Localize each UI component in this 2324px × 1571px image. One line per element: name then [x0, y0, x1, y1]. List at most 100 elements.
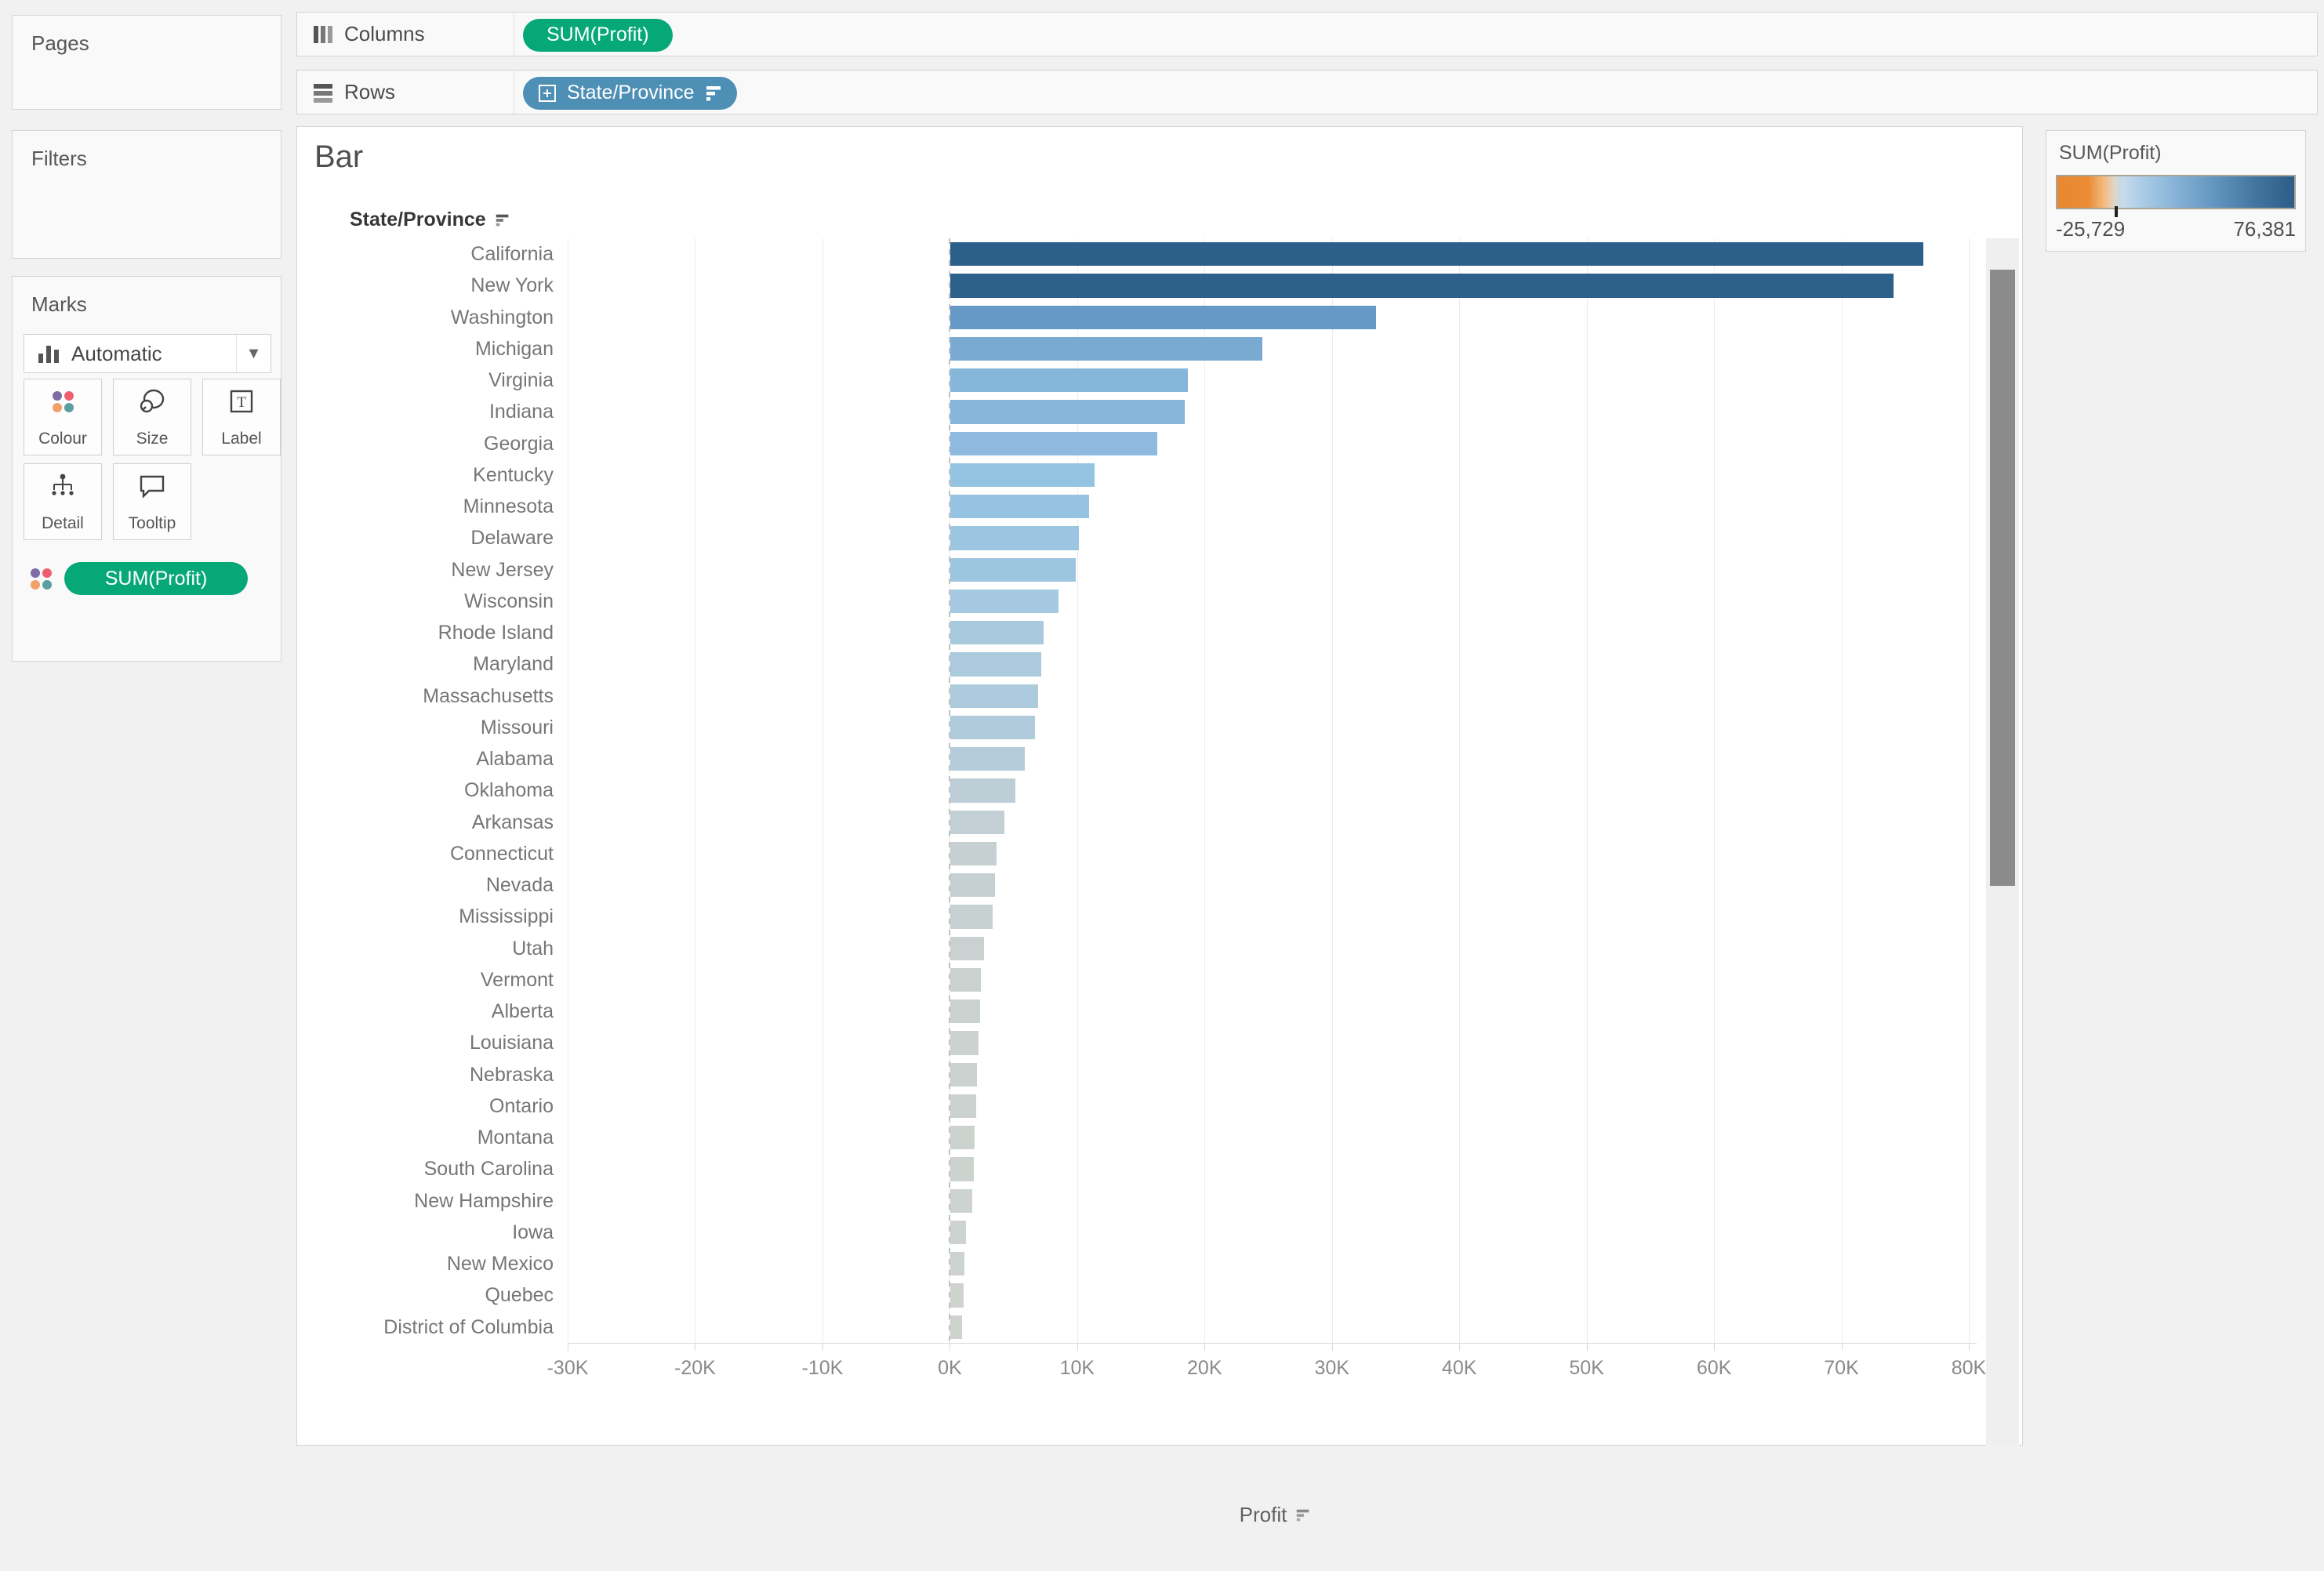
bar-alabama[interactable] [950, 747, 1025, 771]
bar-wisconsin[interactable] [950, 589, 1059, 614]
color-legend[interactable]: SUM(Profit) -25,729 76,381 [2046, 130, 2306, 252]
row-label-district-of-columbia[interactable]: District of Columbia [383, 1315, 554, 1338]
gridline [1586, 238, 1588, 1343]
axis-tick [1204, 1343, 1206, 1351]
gridline [1969, 238, 1970, 1343]
row-label-nevada[interactable]: Nevada [485, 874, 554, 897]
row-label-michigan[interactable]: Michigan [474, 337, 554, 360]
row-label-delaware[interactable]: Delaware [470, 527, 554, 550]
bar-louisiana[interactable] [950, 1031, 979, 1055]
bar-district-of-columbia[interactable] [950, 1315, 962, 1339]
vertical-scrollbar[interactable] [1986, 238, 2019, 1446]
row-label-virginia[interactable]: Virginia [488, 369, 554, 392]
chevron-down-icon[interactable]: ▼ [236, 335, 271, 372]
bar-nevada[interactable] [950, 873, 996, 898]
bar-iowa[interactable] [950, 1220, 966, 1245]
row-label-missouri[interactable]: Missouri [480, 716, 554, 738]
bar-montana[interactable] [950, 1126, 975, 1150]
row-label-oklahoma[interactable]: Oklahoma [464, 779, 554, 802]
row-label-kentucky[interactable]: Kentucky [473, 463, 554, 486]
bar-maryland[interactable] [950, 652, 1041, 677]
axis-title[interactable]: Profit [1189, 1503, 1362, 1527]
bar-vermont[interactable] [950, 967, 982, 992]
expand-hierarchy-icon[interactable] [537, 83, 557, 103]
row-label-alabama[interactable]: Alabama [476, 748, 554, 771]
bar-new-hampshire[interactable] [950, 1188, 972, 1213]
rows-pill[interactable]: State/Province [523, 76, 737, 110]
row-label-rhode-island[interactable]: Rhode Island [438, 622, 554, 644]
rows-shelf[interactable]: Rows State/Province [296, 70, 2318, 115]
row-label-new-york[interactable]: New York [470, 274, 554, 297]
row-label-alberta[interactable]: Alberta [491, 1000, 554, 1023]
row-label-iowa[interactable]: Iowa [512, 1221, 554, 1243]
bar-new-york[interactable] [950, 274, 1894, 298]
row-label-california[interactable]: California [470, 243, 554, 265]
row-label-massachusetts[interactable]: Massachusetts [423, 684, 554, 707]
row-label-nebraska[interactable]: Nebraska [470, 1063, 554, 1086]
bar-indiana[interactable] [950, 400, 1186, 424]
row-label-wisconsin[interactable]: Wisconsin [464, 590, 554, 612]
bar-alberta[interactable] [950, 1000, 980, 1024]
row-label-connecticut[interactable]: Connecticut [449, 842, 554, 865]
bar-utah[interactable] [950, 936, 984, 960]
size-button[interactable]: Size [113, 379, 191, 455]
bar-connecticut[interactable] [950, 841, 997, 866]
bar-arkansas[interactable] [950, 810, 1004, 834]
row-label-new-hampshire[interactable]: New Hampshire [414, 1189, 554, 1212]
filters-shelf[interactable]: Filters [12, 130, 281, 259]
x-tick-label: 60K [1696, 1357, 1732, 1379]
row-label-maryland[interactable]: Maryland [473, 653, 554, 676]
bar-california[interactable] [950, 242, 1924, 267]
sort-descending-icon[interactable] [494, 212, 511, 229]
bar-delaware[interactable] [950, 526, 1080, 550]
vertical-scrollbar-thumb[interactable] [1990, 270, 2015, 886]
bar-washington[interactable] [950, 305, 1376, 329]
bar-nebraska[interactable] [950, 1062, 978, 1087]
bar-south-carolina[interactable] [950, 1157, 974, 1181]
row-label-indiana[interactable]: Indiana [488, 401, 554, 423]
bar-virginia[interactable] [950, 368, 1188, 393]
bar-oklahoma[interactable] [950, 778, 1016, 803]
bar-mississippi[interactable] [950, 905, 993, 929]
row-label-ontario[interactable]: Ontario [489, 1094, 554, 1117]
row-field-header[interactable]: State/Province [350, 209, 511, 231]
bar-michigan[interactable] [950, 336, 1263, 361]
bar-massachusetts[interactable] [950, 684, 1039, 708]
pages-shelf[interactable]: Pages [12, 15, 281, 110]
colour-button[interactable]: Colour [24, 379, 102, 455]
row-label-utah[interactable]: Utah [512, 937, 554, 960]
row-label-mississippi[interactable]: Mississippi [459, 905, 554, 928]
bar-quebec[interactable] [950, 1283, 964, 1308]
row-label-arkansas[interactable]: Arkansas [471, 811, 554, 833]
row-label-montana[interactable]: Montana [477, 1127, 554, 1149]
row-label-new-jersey[interactable]: New Jersey [451, 558, 554, 581]
row-label-louisiana[interactable]: Louisiana [469, 1032, 554, 1054]
bar-georgia[interactable] [950, 431, 1157, 455]
columns-pill[interactable]: SUM(Profit) [523, 18, 673, 52]
bar-missouri[interactable] [950, 715, 1035, 740]
row-label-south-carolina[interactable]: South Carolina [423, 1158, 554, 1181]
tooltip-button[interactable]: Tooltip [113, 463, 191, 540]
row-label-minnesota[interactable]: Minnesota [463, 495, 554, 518]
bar-minnesota[interactable] [950, 495, 1090, 519]
row-label-washington[interactable]: Washington [450, 306, 554, 328]
bar-ontario[interactable] [950, 1094, 976, 1119]
label-button[interactable]: T Label [202, 379, 281, 455]
row-label-georgia[interactable]: Georgia [484, 432, 554, 455]
bar-new-jersey[interactable] [950, 557, 1076, 582]
sum-profit-encoding-pill[interactable]: SUM(Profit) [64, 562, 248, 595]
mark-type-dropdown[interactable]: Automatic ▼ [24, 334, 271, 373]
sort-descending-icon[interactable] [1295, 1507, 1312, 1524]
row-label-new-mexico[interactable]: New Mexico [446, 1253, 554, 1275]
detail-button[interactable]: Detail [24, 463, 102, 540]
columns-shelf[interactable]: Columns SUM(Profit) [296, 12, 2318, 57]
sort-descending-icon[interactable] [704, 84, 723, 103]
row-label-vermont[interactable]: Vermont [480, 968, 554, 991]
legend-gradient-bar[interactable] [2056, 175, 2296, 209]
gridline [1331, 238, 1333, 1343]
bar-new-mexico[interactable] [950, 1252, 965, 1276]
bar-kentucky[interactable] [950, 463, 1095, 488]
bar-rhode-island[interactable] [950, 621, 1044, 645]
axis-tick [1077, 1343, 1078, 1351]
row-label-quebec[interactable]: Quebec [485, 1284, 554, 1307]
